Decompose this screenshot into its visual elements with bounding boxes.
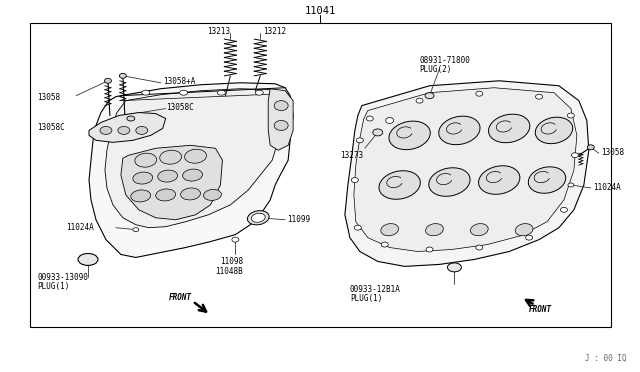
Text: 11099: 11099 [287, 215, 310, 224]
Text: 11048B: 11048B [216, 267, 243, 276]
Ellipse shape [426, 224, 444, 236]
Ellipse shape [232, 237, 239, 242]
Text: PLUG(2): PLUG(2) [420, 65, 452, 74]
Text: 11024A: 11024A [593, 183, 621, 192]
Ellipse shape [561, 207, 568, 212]
Text: 13058+A: 13058+A [163, 77, 195, 86]
Text: PLUG(1): PLUG(1) [350, 294, 382, 303]
Ellipse shape [218, 90, 225, 95]
Ellipse shape [142, 90, 150, 95]
Text: 13058: 13058 [601, 148, 624, 157]
Ellipse shape [386, 118, 394, 124]
Text: 11041: 11041 [305, 6, 335, 16]
Text: 11024A: 11024A [66, 223, 94, 232]
Ellipse shape [525, 235, 532, 240]
Ellipse shape [180, 90, 188, 95]
Ellipse shape [381, 224, 399, 236]
Ellipse shape [156, 189, 175, 201]
Text: 13058C: 13058C [166, 103, 193, 112]
Ellipse shape [366, 116, 373, 121]
Ellipse shape [133, 228, 139, 232]
Polygon shape [345, 81, 589, 266]
Ellipse shape [488, 114, 530, 143]
Text: 00933-13090: 00933-13090 [37, 273, 88, 282]
Polygon shape [89, 83, 293, 257]
Ellipse shape [160, 150, 182, 164]
Ellipse shape [389, 121, 430, 150]
Ellipse shape [416, 98, 423, 103]
Text: 00933-12B1A: 00933-12B1A [350, 285, 401, 294]
Ellipse shape [588, 145, 595, 150]
Ellipse shape [476, 245, 483, 250]
Ellipse shape [535, 117, 573, 144]
Ellipse shape [204, 189, 221, 201]
Ellipse shape [568, 183, 574, 187]
Text: PLUG(1): PLUG(1) [37, 282, 70, 291]
Ellipse shape [131, 190, 150, 202]
Ellipse shape [515, 224, 533, 236]
Polygon shape [89, 113, 166, 142]
Ellipse shape [479, 166, 520, 194]
Text: 13213: 13213 [207, 27, 230, 36]
Ellipse shape [355, 225, 362, 230]
Ellipse shape [379, 171, 420, 199]
Ellipse shape [274, 121, 288, 131]
Ellipse shape [120, 73, 126, 78]
Ellipse shape [476, 91, 483, 96]
Ellipse shape [528, 167, 566, 193]
Ellipse shape [351, 177, 358, 183]
Text: 13273: 13273 [340, 151, 363, 160]
Ellipse shape [78, 253, 98, 265]
Bar [30, 23, 611, 327]
Polygon shape [268, 89, 293, 150]
Text: J : 00 IQ: J : 00 IQ [585, 354, 627, 363]
Ellipse shape [135, 153, 157, 167]
Ellipse shape [248, 211, 269, 225]
Ellipse shape [118, 126, 130, 134]
Ellipse shape [100, 126, 112, 134]
Ellipse shape [255, 90, 263, 95]
Ellipse shape [372, 129, 383, 136]
Ellipse shape [470, 224, 488, 236]
Ellipse shape [133, 172, 153, 184]
Ellipse shape [356, 138, 364, 143]
Text: 08931-71800: 08931-71800 [420, 57, 470, 65]
Ellipse shape [425, 93, 434, 99]
Text: FRONT: FRONT [529, 305, 552, 314]
Polygon shape [354, 88, 577, 251]
Ellipse shape [157, 170, 177, 182]
Ellipse shape [180, 188, 200, 200]
Text: 13212: 13212 [263, 27, 286, 36]
Ellipse shape [381, 242, 388, 247]
Ellipse shape [252, 213, 265, 222]
Ellipse shape [127, 116, 135, 121]
Ellipse shape [182, 169, 202, 181]
Polygon shape [105, 89, 280, 228]
Ellipse shape [429, 168, 470, 196]
Ellipse shape [447, 263, 461, 272]
Ellipse shape [274, 101, 288, 110]
Text: 11098: 11098 [220, 257, 244, 266]
Ellipse shape [426, 247, 433, 252]
Polygon shape [121, 145, 223, 220]
Ellipse shape [568, 113, 574, 118]
Text: 13058C: 13058C [37, 123, 65, 132]
Text: FRONT: FRONT [169, 293, 192, 302]
Ellipse shape [136, 126, 148, 134]
Ellipse shape [184, 149, 207, 163]
Ellipse shape [439, 116, 480, 145]
Ellipse shape [104, 78, 111, 83]
Ellipse shape [572, 153, 579, 158]
Ellipse shape [536, 94, 543, 99]
Text: 13058: 13058 [37, 93, 60, 102]
